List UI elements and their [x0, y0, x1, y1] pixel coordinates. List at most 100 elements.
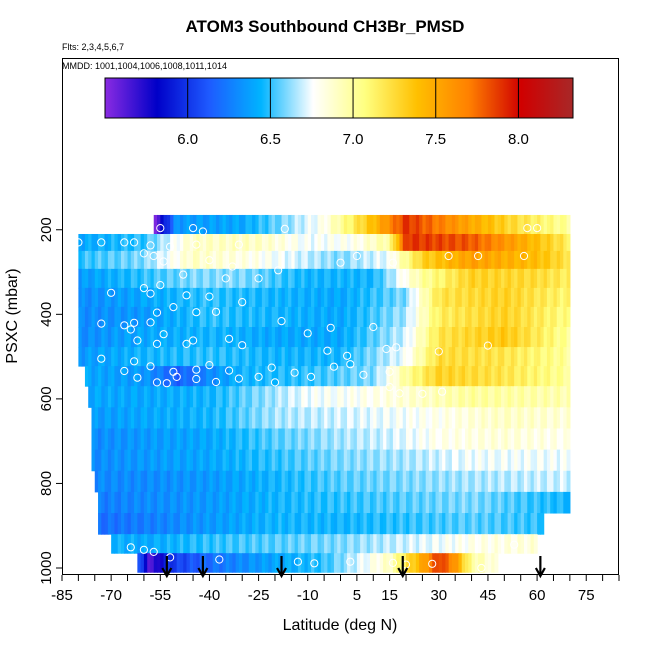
heatmap-cell — [428, 327, 433, 348]
heatmap-cell — [107, 306, 112, 328]
heatmap-cell — [438, 214, 443, 235]
heatmap-cell — [373, 327, 378, 348]
heatmap-cell — [497, 534, 502, 554]
heatmap-cell — [347, 268, 351, 289]
heatmap-cell — [347, 233, 351, 252]
heatmap-cell — [232, 306, 237, 328]
heatmap-cell — [215, 386, 220, 408]
heatmap-cell — [337, 306, 342, 328]
heatmap-cell — [94, 449, 99, 472]
heatmap-cell — [104, 233, 109, 252]
heatmap-cell — [406, 449, 410, 472]
heatmap-cell — [196, 553, 201, 573]
heatmap-cell — [157, 386, 161, 408]
heatmap-cell — [294, 491, 299, 514]
heatmap-cell — [153, 214, 158, 235]
heatmap-cell — [202, 386, 207, 408]
heatmap-cell — [392, 449, 397, 472]
heatmap-cell — [560, 268, 564, 289]
heatmap-cell — [366, 428, 371, 451]
heatmap-cell — [412, 214, 417, 235]
observation-point — [323, 346, 332, 355]
heatmap-cell — [91, 327, 96, 348]
flight-arrow — [534, 556, 546, 579]
heatmap-cell — [311, 233, 315, 252]
heatmap-cell — [170, 386, 174, 408]
heatmap-cell — [556, 268, 561, 289]
heatmap-cell — [245, 449, 250, 472]
heatmap-cell — [376, 513, 381, 535]
heatmap-cell — [320, 214, 325, 235]
heatmap-cell — [330, 428, 335, 451]
heatmap-cell — [412, 366, 417, 387]
heatmap-cell — [428, 407, 433, 429]
heatmap-cell — [117, 327, 122, 348]
heatmap-cell — [487, 491, 492, 514]
heatmap-cell — [484, 214, 489, 235]
heatmap-cell — [193, 268, 197, 289]
heatmap-cell — [124, 386, 129, 408]
observation-point — [221, 274, 230, 283]
heatmap-cell — [520, 347, 525, 367]
heatmap-cell — [284, 306, 289, 328]
heatmap-cell — [379, 449, 384, 472]
heatmap-cell — [193, 366, 197, 387]
heatmap-cell — [225, 233, 230, 252]
heatmap-cell — [412, 306, 417, 328]
heatmap-cell — [202, 407, 207, 429]
heatmap-cell — [163, 534, 168, 554]
heatmap-cell — [471, 347, 476, 367]
heatmap-cell — [137, 491, 142, 514]
heatmap-cell — [140, 327, 145, 348]
heatmap-cell — [409, 306, 414, 328]
heatmap-cell — [252, 513, 256, 535]
heatmap-cell — [153, 250, 158, 270]
heatmap-cell — [487, 449, 492, 472]
heatmap-cell — [143, 347, 148, 367]
heatmap-cell — [458, 306, 463, 328]
heatmap-cell — [402, 407, 407, 429]
heatmap-cell — [379, 287, 384, 308]
colorbar-bar — [104, 77, 574, 119]
heatmap-cell — [497, 366, 502, 387]
heatmap-cell — [507, 407, 512, 429]
heatmap-cell — [196, 491, 201, 514]
heatmap-cell — [150, 553, 155, 573]
heatmap-cell — [127, 470, 132, 493]
heatmap-cell — [124, 513, 129, 535]
heatmap-cell — [507, 513, 512, 535]
heatmap-cell — [333, 491, 338, 514]
heatmap-cell — [327, 470, 332, 493]
heatmap-cell — [360, 428, 365, 451]
heatmap-cell — [160, 470, 165, 493]
heatmap-cell — [455, 513, 460, 535]
chart-title: ATOM3 Southbound CH3Br_PMSD — [185, 17, 465, 36]
heatmap-cell — [284, 553, 289, 573]
heatmap-cell — [347, 407, 351, 429]
heatmap-cell — [196, 287, 201, 308]
heatmap-cell — [550, 470, 555, 493]
heatmap-cell — [330, 407, 335, 429]
heatmap-cell — [448, 470, 453, 493]
heatmap-cell — [278, 347, 283, 367]
heatmap-cell — [117, 470, 122, 493]
heatmap-cell — [501, 306, 505, 328]
heatmap-cell — [199, 491, 204, 514]
heatmap-cell — [389, 306, 394, 328]
heatmap-cell — [202, 553, 207, 573]
heatmap-cell — [350, 428, 355, 451]
heatmap-cell — [232, 287, 237, 308]
heatmap-cell — [199, 214, 204, 235]
heatmap-cell — [543, 287, 548, 308]
heatmap-cell — [114, 250, 119, 270]
heatmap-cell — [317, 449, 322, 472]
heatmap-cell — [363, 491, 368, 514]
heatmap-cell — [363, 250, 368, 270]
heatmap-cell — [288, 233, 292, 252]
heatmap-cell — [147, 470, 152, 493]
heatmap-cell — [238, 214, 243, 235]
heatmap-cell — [173, 306, 178, 328]
heatmap-cell — [458, 449, 463, 472]
heatmap-cell — [311, 470, 315, 493]
heatmap-cell — [232, 553, 237, 573]
